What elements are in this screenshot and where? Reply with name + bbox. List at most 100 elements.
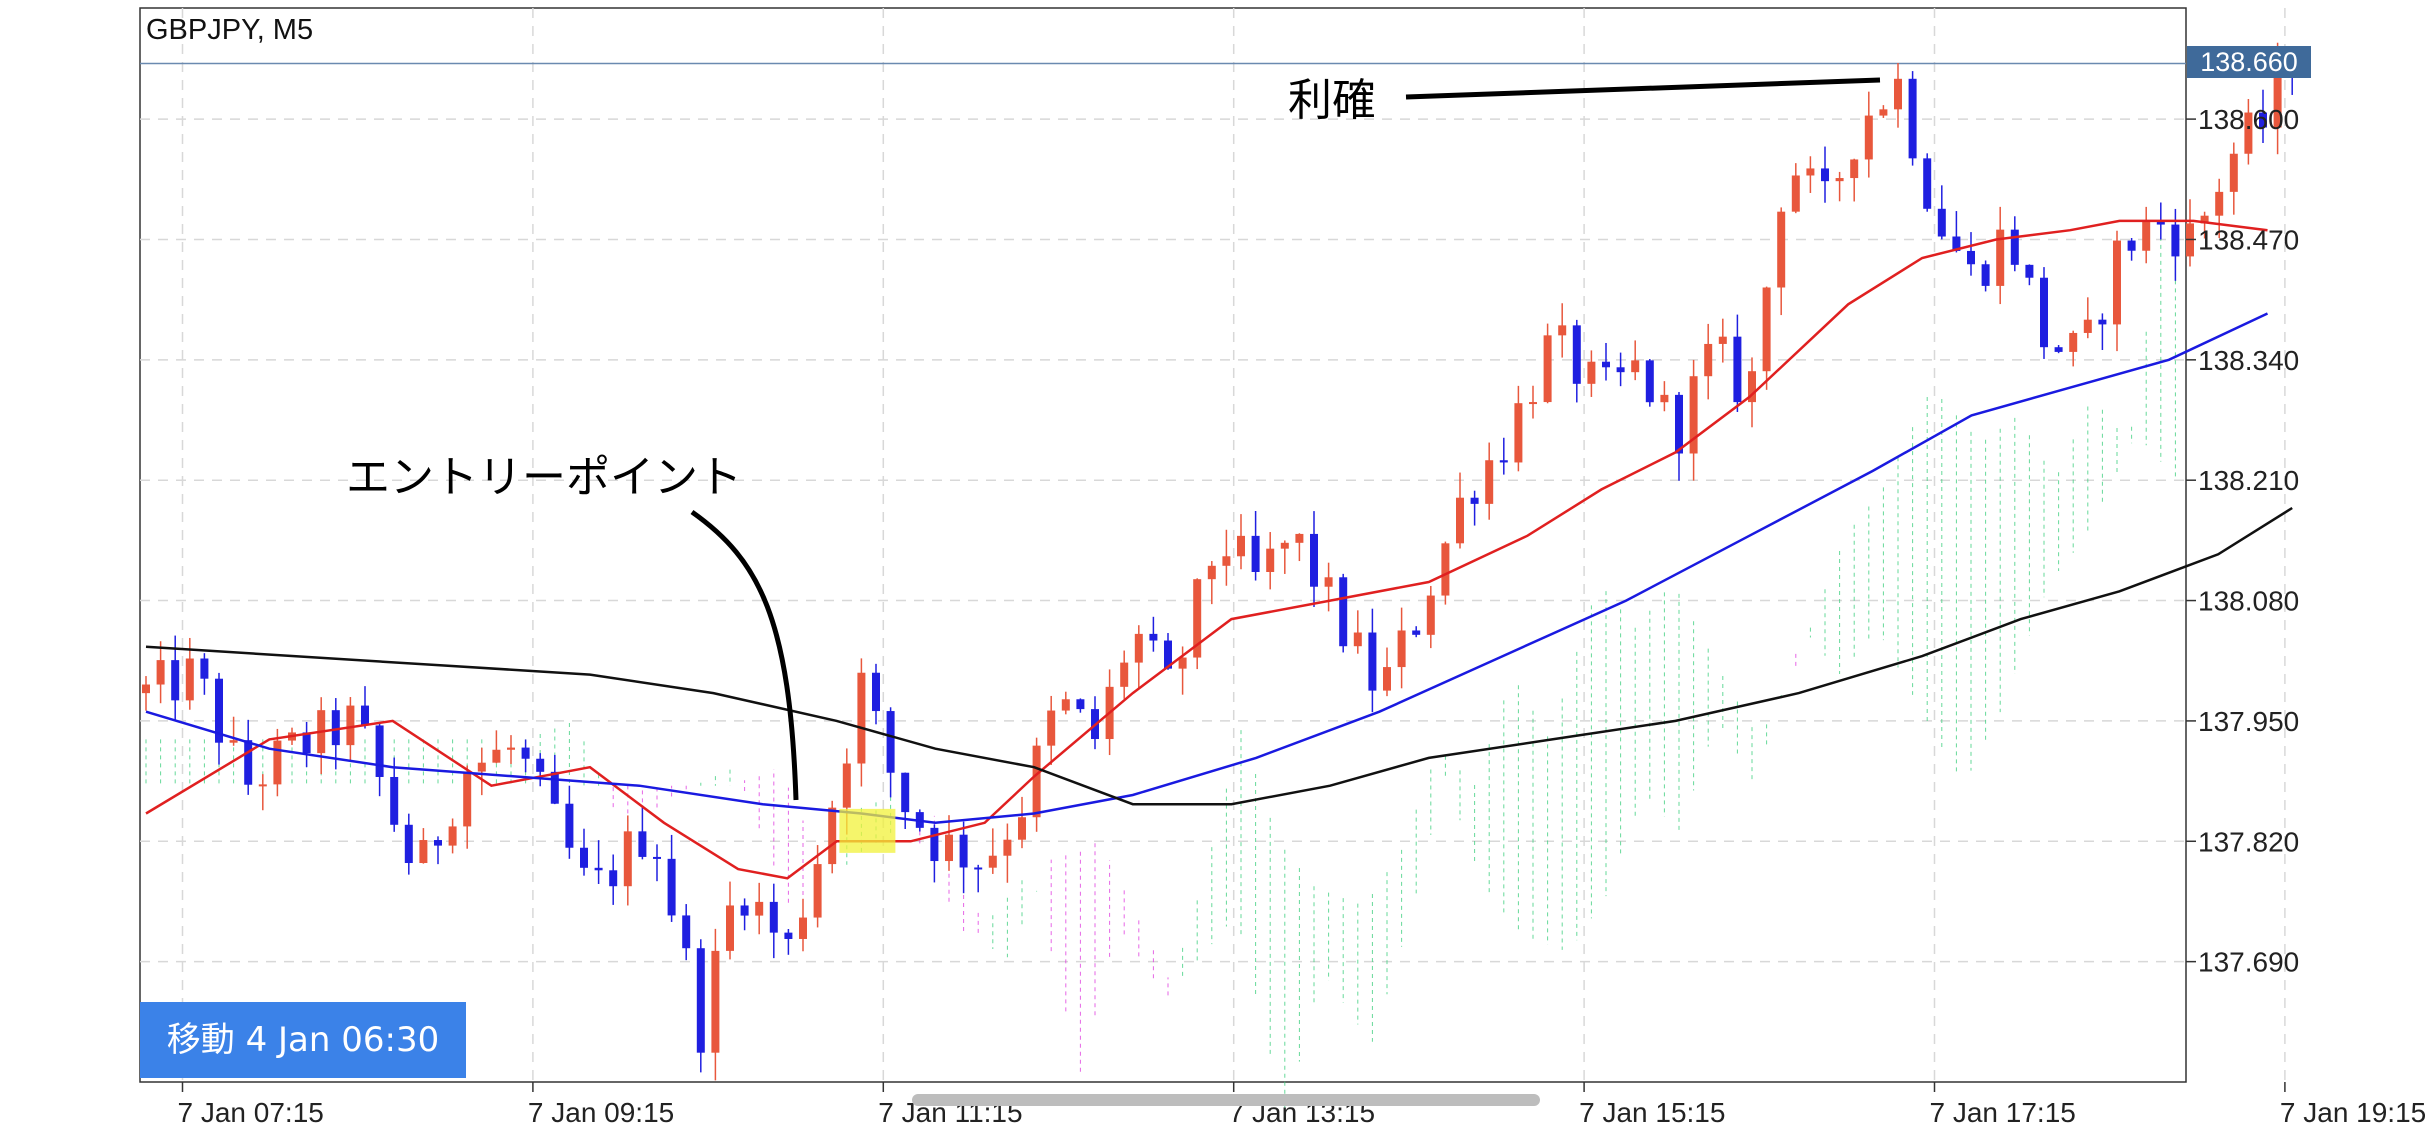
candle-body xyxy=(1967,250,1975,265)
ma-fast-line xyxy=(145,219,2268,880)
candle-body xyxy=(302,732,311,754)
candle-body xyxy=(1850,159,1859,179)
candle-body xyxy=(653,856,661,859)
candle-body xyxy=(2113,240,2121,325)
candle-body xyxy=(1879,109,1888,116)
candle-body xyxy=(1470,497,1479,504)
candle-body xyxy=(1908,78,1917,159)
candle-body xyxy=(959,834,968,868)
chart-grid xyxy=(139,7,2286,1083)
candle-body xyxy=(1032,745,1041,818)
candle-body xyxy=(346,705,355,746)
candle-body xyxy=(988,855,997,868)
moving-averages xyxy=(145,219,2293,880)
y-tick-label: 137.820 xyxy=(2198,826,2299,857)
entry-arrow xyxy=(690,509,799,801)
candle-body xyxy=(1514,403,1523,463)
candle-body xyxy=(1543,335,1552,403)
candle-body xyxy=(1164,640,1172,669)
x-tick-label: 7 Jan 19:15 xyxy=(2280,1097,2426,1125)
candle-body xyxy=(1499,460,1508,463)
candle-body xyxy=(1937,208,1946,237)
candle-body xyxy=(1485,460,1494,504)
candle-body xyxy=(1777,211,1786,288)
candle-body xyxy=(375,725,384,777)
x-tick-label: 7 Jan 17:15 xyxy=(1930,1097,2076,1125)
navigate-to-date-button[interactable]: 移動 4 Jan 06:30 xyxy=(140,1002,466,1078)
candle-body xyxy=(1602,361,1610,368)
candle-body xyxy=(1704,343,1713,377)
candle-body xyxy=(1748,371,1756,403)
candle-body xyxy=(1762,287,1771,372)
candle-body xyxy=(1193,579,1202,658)
candle-body xyxy=(1047,710,1056,746)
candle-body xyxy=(813,864,822,918)
candle-body xyxy=(1120,662,1129,687)
candle-body xyxy=(872,672,880,712)
candle-body xyxy=(609,870,618,887)
take-profit-line xyxy=(1405,77,1881,100)
candle-body xyxy=(901,772,910,813)
candle-body xyxy=(1835,178,1844,182)
candle-body xyxy=(1894,78,1902,110)
candle-body xyxy=(740,905,749,916)
candle-body xyxy=(477,762,486,772)
candle-body xyxy=(2010,229,2019,265)
candle-body xyxy=(536,758,545,772)
candle-body xyxy=(1383,667,1391,691)
candle-body xyxy=(1339,577,1348,647)
candle-body xyxy=(215,678,223,743)
candle-body xyxy=(142,684,150,694)
candle-body xyxy=(1675,394,1683,454)
candle-body xyxy=(565,803,574,848)
candle-body xyxy=(434,840,442,846)
candle-body xyxy=(945,834,953,862)
candle-body xyxy=(463,771,472,827)
candle-body xyxy=(1558,325,1567,336)
candle-body xyxy=(769,901,778,933)
candle-body xyxy=(1280,542,1289,549)
y-tick-label: 138.340 xyxy=(2198,345,2299,376)
candle-body xyxy=(1806,168,1815,176)
candle-body xyxy=(623,831,632,887)
candle-body xyxy=(1441,543,1450,596)
candle-body xyxy=(886,711,895,773)
candle-body xyxy=(1061,699,1070,711)
candle-body xyxy=(1207,565,1216,580)
candle-body xyxy=(244,740,253,785)
candle-body xyxy=(1251,535,1260,572)
candle-body xyxy=(361,705,369,726)
candle-body xyxy=(2273,69,2282,128)
candle-body xyxy=(1266,548,1275,572)
candle-body xyxy=(1368,632,1377,691)
candle-body xyxy=(1310,533,1318,587)
candle-body xyxy=(1631,360,1640,373)
candle-body xyxy=(1426,595,1435,635)
candle-body xyxy=(828,807,837,865)
candle-body xyxy=(2244,112,2253,154)
candle-body xyxy=(696,948,705,1053)
y-tick-label: 138.210 xyxy=(2198,465,2299,496)
candle-body xyxy=(1149,633,1158,641)
candle-body xyxy=(2229,153,2238,192)
candle-body xyxy=(799,917,807,939)
candle-body xyxy=(419,840,428,864)
candle-body xyxy=(448,826,457,846)
candle-body xyxy=(229,740,238,743)
chart-scrollbar[interactable] xyxy=(912,1094,1540,1106)
candle-body xyxy=(1923,158,1932,209)
candle-body xyxy=(185,658,194,701)
x-tick-label: 7 Jan 07:15 xyxy=(178,1097,324,1125)
candle-body xyxy=(1397,630,1406,668)
candle-body xyxy=(2098,319,2107,325)
candle-body xyxy=(842,763,851,808)
candle-body xyxy=(1222,556,1231,566)
candle-body xyxy=(1324,577,1333,587)
candle-body xyxy=(2054,347,2063,352)
candle-body xyxy=(1134,633,1143,663)
annotations: エントリーポイント 利確 xyxy=(346,75,1881,853)
entry-highlight-box xyxy=(839,808,896,853)
candle-body xyxy=(2259,112,2267,128)
candle-body xyxy=(1572,325,1581,384)
